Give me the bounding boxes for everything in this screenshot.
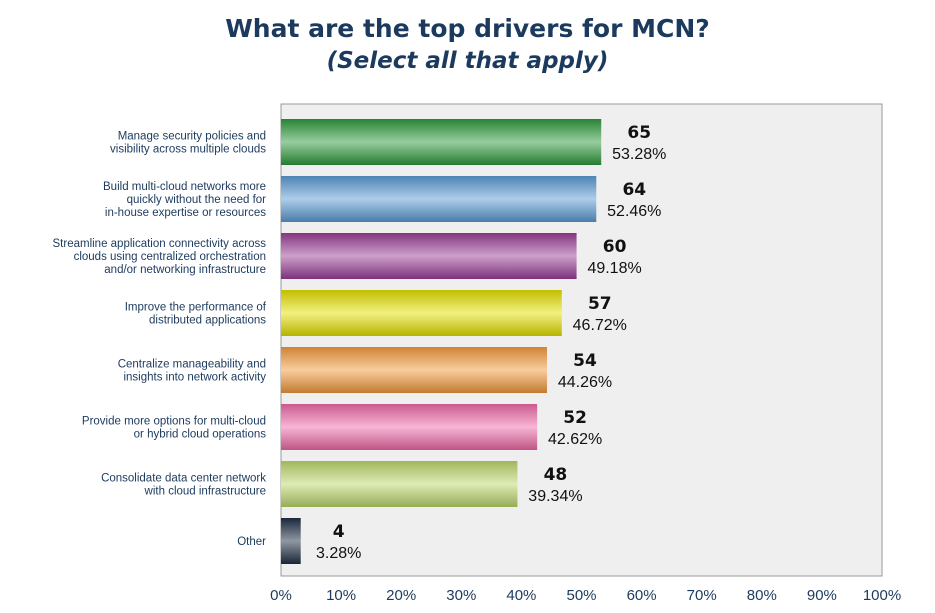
bar: [281, 461, 518, 507]
category-label: Provide more options for multi-cloud or h…: [82, 416, 266, 441]
x-tick-label: 0%: [270, 587, 292, 604]
x-tick-label: 40%: [506, 587, 536, 604]
category-label: Improve the performance of distributed ap…: [125, 302, 267, 327]
count-label: 52: [563, 408, 587, 428]
x-tick-label: 30%: [446, 587, 476, 604]
percent-label: 53.28%: [612, 146, 666, 163]
x-tick-label: 10%: [326, 587, 356, 604]
category-label: Build multi-cloud networks more quickly w…: [103, 181, 266, 219]
percent-label: 46.72%: [573, 317, 627, 334]
bar: [281, 518, 301, 564]
count-label: 4: [333, 522, 345, 542]
bar: [281, 176, 597, 222]
category-label: Manage security policies and visibility a…: [110, 131, 266, 156]
bar: [281, 290, 562, 336]
percent-label: 42.62%: [548, 431, 602, 448]
percent-label: 3.28%: [316, 545, 361, 562]
chart-subtitle: (Select all that apply): [326, 48, 609, 74]
bar: [281, 404, 538, 450]
count-label: 64: [622, 180, 646, 200]
category-label: Streamline application connectivity acro…: [53, 238, 267, 276]
bar: [281, 347, 548, 393]
count-label: 60: [603, 237, 627, 257]
count-label: 65: [627, 123, 651, 143]
bar: [281, 233, 577, 279]
category-label: Other: [237, 536, 266, 548]
x-tick-label: 80%: [747, 587, 777, 604]
x-tick-label: 50%: [566, 587, 596, 604]
x-tick-label: 60%: [627, 587, 657, 604]
percent-label: 39.34%: [528, 488, 582, 505]
count-label: 54: [573, 351, 597, 371]
bar: [281, 119, 602, 165]
x-tick-label: 100%: [863, 587, 901, 604]
count-label: 57: [588, 294, 612, 314]
percent-label: 52.46%: [607, 203, 661, 220]
x-tick-label: 70%: [687, 587, 717, 604]
category-label: Centralize manageability and insights int…: [118, 359, 267, 384]
chart-title: What are the top drivers for MCN?: [225, 14, 710, 43]
x-tick-label: 20%: [386, 587, 416, 604]
x-tick-label: 90%: [807, 587, 837, 604]
category-label: Consolidate data center network with clou…: [101, 473, 266, 498]
percent-label: 49.18%: [587, 260, 641, 277]
count-label: 48: [544, 465, 568, 485]
percent-label: 44.26%: [558, 374, 612, 391]
